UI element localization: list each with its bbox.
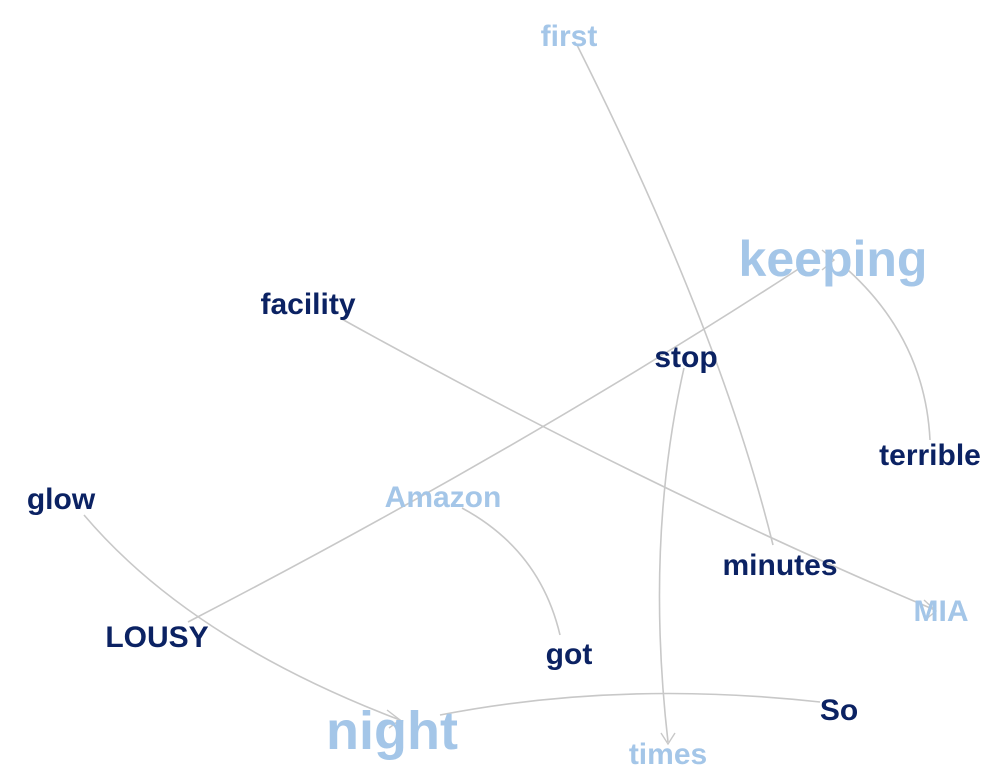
word-keeping: keeping [739,231,928,287]
word-lousy: LOUSY [105,621,208,654]
word-stop: stop [654,341,717,374]
edge-keeping-terrible [847,269,931,441]
words: first keeping facility stop terrible glo… [27,20,981,771]
edge-facility-mia [339,317,936,611]
edges [83,44,938,746]
arrowhead-night [386,709,402,729]
word-night: night [326,701,458,761]
edge-stop-times [658,367,685,743]
word-amazon: Amazon [385,481,502,514]
edge-amazon-got [461,507,561,636]
edge-glow-night [83,514,401,721]
edge-first-minutes [576,44,774,546]
word-first: first [541,20,598,53]
word-glow: glow [27,483,96,516]
word-times: times [629,738,707,771]
word-mia: MIA [914,595,969,628]
edge-so-night [439,692,821,716]
arrowhead-times [660,732,676,746]
word-got: got [546,638,593,671]
word-facility: facility [260,288,355,321]
arrowhead-keeping [821,249,836,271]
word-so: So [820,694,858,727]
word-minutes: minutes [722,549,837,582]
edge-keeping-lousy [187,267,801,623]
arrowhead-mia [923,599,938,621]
word-terrible: terrible [879,439,981,472]
